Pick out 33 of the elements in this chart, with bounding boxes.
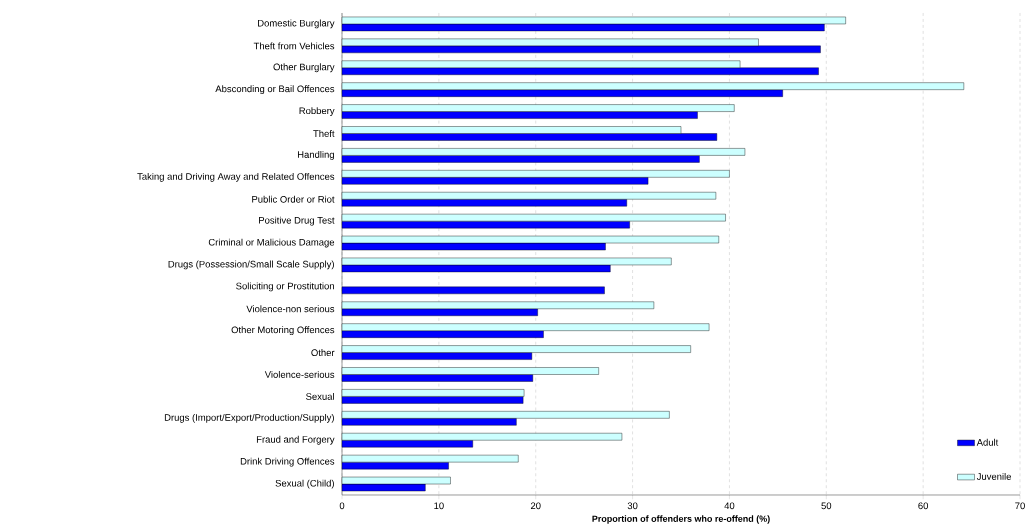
y-tick-label: Sexual <box>306 392 334 400</box>
y-tick-label: Handling <box>297 150 334 160</box>
x-tick-label: 10 <box>434 502 444 510</box>
x-tick-label: 40 <box>724 502 735 510</box>
y-tick-label: Taking and Driving Away and Related Offences <box>137 172 335 182</box>
y-tick-label: Absconding or Bail Offences <box>215 85 335 95</box>
y-tick-label: Positive Drug Test <box>259 216 335 226</box>
y-tick-label: Drugs (Possession/Small Scale Supply) <box>168 260 334 270</box>
y-tick-label: Violence-non serious <box>246 305 335 313</box>
y-tick-label: Theft from Vehicles <box>253 42 335 50</box>
y-tick-label: Drugs (Import/Export/Production/Supply) <box>164 413 334 423</box>
y-tick-label: Robbery <box>299 107 335 116</box>
y-tick-label: Theft <box>313 130 335 137</box>
y-tick-label: Other <box>311 349 335 357</box>
x-tick-label: 50 <box>821 502 832 510</box>
x-tick-label: 20 <box>530 502 541 510</box>
legend-label: Juvenile <box>976 472 1012 480</box>
y-tick-label: Soliciting or Prostitution <box>236 282 334 292</box>
y-tick-label: Criminal or Malicious Damage <box>208 238 335 248</box>
legend-label: Adult <box>976 438 999 446</box>
y-tick-label: Other Motoring Offences <box>231 326 335 336</box>
y-tick-label: Sexual (Child) <box>275 479 334 489</box>
y-tick-label: Domestic Burglary <box>258 19 335 29</box>
y-tick-label: Public Order or Riot <box>252 195 335 203</box>
y-tick-label: Drink Driving Offences <box>240 457 335 467</box>
x-tick-label: 70 <box>1015 502 1025 510</box>
y-tick-label: Violence-serious <box>264 371 335 378</box>
y-tick-label: Fraud and Forgery <box>256 435 335 445</box>
x-tick-label: 60 <box>918 502 929 510</box>
y-tick-label: Other Burglary <box>273 63 335 73</box>
x-axis-title: Proportion of offenders who re-offend (%) <box>592 515 770 524</box>
x-tick-label: 0 <box>339 502 345 510</box>
x-tick-label: 30 <box>627 502 638 510</box>
